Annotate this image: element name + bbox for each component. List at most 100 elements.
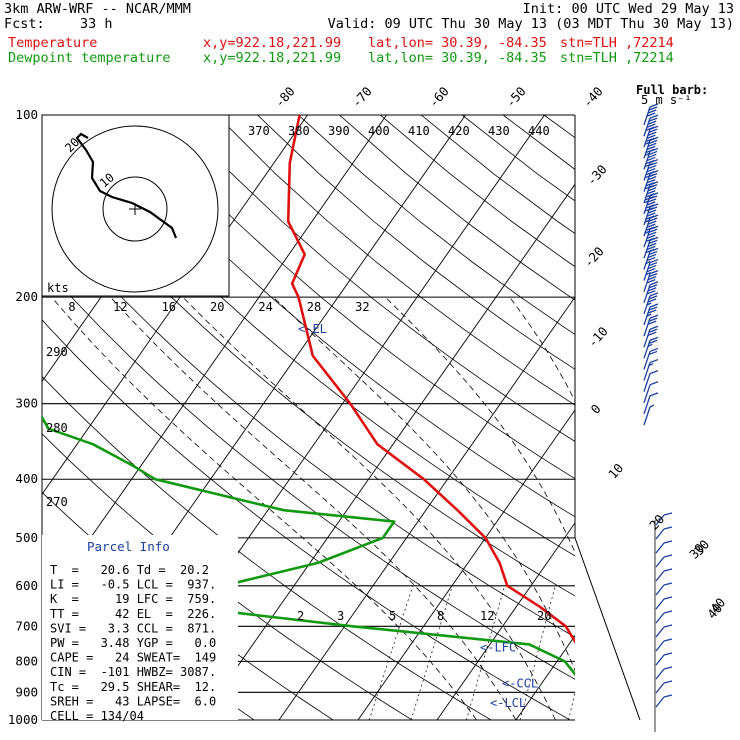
barb-scale-label: 40 [707, 595, 728, 616]
wind-barb [643, 325, 659, 348]
pressure-tick-label: 500 [15, 530, 38, 545]
wind-barb [643, 404, 655, 426]
theta-label: 420 [448, 124, 470, 138]
theta-label: 430 [488, 124, 510, 138]
mixing-ratio-line [632, 586, 661, 720]
full-barb-value: 5 m s⁻¹ [641, 93, 692, 107]
wind-barb [643, 314, 659, 337]
dewpoint-xy: x,y=922.18,221.99 [203, 50, 342, 66]
theta-label: 370 [248, 124, 270, 138]
mixing-ratio-label: 3 [337, 609, 344, 623]
parcel-info-row: Tc = 29.5 SHEAR= 12. [50, 680, 216, 694]
wind-barb [663, 582, 673, 586]
speed-tick-label: 28 [307, 300, 321, 314]
isotherm [436, 522, 575, 720]
speed-tick-label: 16 [162, 300, 176, 314]
isotherm [42, 115, 308, 496]
speed-tick-label: 24 [258, 300, 272, 314]
isotherm-label: -10 [585, 324, 611, 351]
wind-barb [643, 103, 659, 126]
wind-barb [643, 281, 659, 303]
isotherm [199, 183, 575, 720]
wind-barb [655, 640, 665, 652]
wind-barb [643, 358, 659, 381]
theta-label: 440 [528, 124, 550, 138]
wind-barb [663, 624, 673, 628]
wind-barb [655, 668, 665, 680]
isotherm-label: -70 [349, 84, 375, 111]
isotherm-label: -60 [426, 84, 452, 111]
speed-tick-label: 8 [68, 300, 75, 314]
wind-barb [643, 214, 659, 237]
dewpoint-legend: Dewpoint temperature [8, 50, 171, 66]
isotherm [595, 115, 740, 720]
wind-barb [655, 584, 665, 596]
pressure-tick-label: 200 [15, 289, 38, 304]
isotherm-label: -80 [272, 84, 298, 111]
dry-adiabat [52, 115, 575, 557]
level-marker: <-LFC [480, 641, 516, 655]
dry-adiabat [420, 115, 575, 234]
parcel-info-row: CELL = 134/04 [50, 709, 144, 723]
wind-barb [643, 247, 659, 270]
hodograph-trace [75, 132, 178, 239]
dry-adiabat [42, 319, 571, 720]
parcel-info-row: CIN = -101 HWBZ= 3087. [50, 665, 216, 679]
wind-barb [655, 598, 665, 610]
dewpoint-station: stn=TLH ,72214 [560, 50, 674, 66]
theta-label: 280 [46, 421, 68, 435]
wind-barb [655, 542, 665, 554]
theta-label: 380 [288, 124, 310, 138]
mixing-ratio-line [519, 585, 556, 720]
pressure-tick-label: 900 [15, 684, 38, 699]
isotherm-label: 0 [588, 401, 604, 417]
dry-adiabat [585, 115, 740, 733]
pressure-tick-label: 100 [15, 107, 38, 122]
forecast-label: Fcst: [4, 16, 45, 32]
speed-tick-label: 32 [355, 300, 369, 314]
wind-barb [663, 512, 673, 516]
dry-adiabat [175, 115, 575, 442]
wind-barb [655, 626, 665, 638]
hodograph-ring-outer [51, 125, 219, 293]
parcel-info-panel [42, 535, 238, 720]
pressure-tick-label: 700 [15, 618, 38, 633]
wind-barb [655, 556, 665, 568]
dry-adiabat [134, 115, 575, 480]
theta-label: 270 [46, 495, 68, 509]
wind-barb [663, 680, 673, 684]
mixing-ratio-label: 2 [297, 609, 304, 623]
temperature-latlon: lat,lon= 30.39, -84.35 [368, 35, 547, 51]
isotherm [515, 634, 575, 720]
wind-barb [655, 654, 665, 666]
dry-adiabat [42, 208, 575, 638]
theta-label: 290 [46, 345, 68, 359]
mixing-ratio-label: 12 [480, 609, 494, 623]
wind-barb [663, 694, 673, 698]
dry-adiabat [216, 115, 575, 406]
wind-barb [663, 666, 673, 670]
wind-barb [643, 381, 659, 403]
isotherm-label: 40 [704, 600, 725, 621]
wind-barb [643, 270, 659, 292]
parcel-info-title: Parcel Info [87, 539, 170, 554]
init-time: Init: 00 UTC Wed 29 May 13 [522, 1, 734, 17]
isotherm [42, 115, 387, 608]
pressure-tick-label: 400 [15, 471, 38, 486]
wind-barb [663, 610, 673, 614]
temperature-trace [286, 115, 575, 644]
barb-scale-label: 30 [691, 537, 712, 558]
wind-barb [643, 258, 659, 281]
wind-barb [643, 292, 659, 315]
level-marker: <-EL [298, 322, 327, 336]
isotherm-label: -20 [581, 244, 607, 271]
moist-adiabat [110, 296, 517, 720]
wind-barb [643, 336, 659, 359]
isotherm [278, 296, 575, 720]
level-marker: <-LCL [490, 696, 526, 710]
speed-tick-label: 12 [113, 300, 127, 314]
pressure-tick-label: 800 [15, 653, 38, 668]
wind-barb [643, 370, 659, 392]
hodograph-ring-inner [102, 176, 168, 242]
wind-barb [655, 682, 665, 694]
